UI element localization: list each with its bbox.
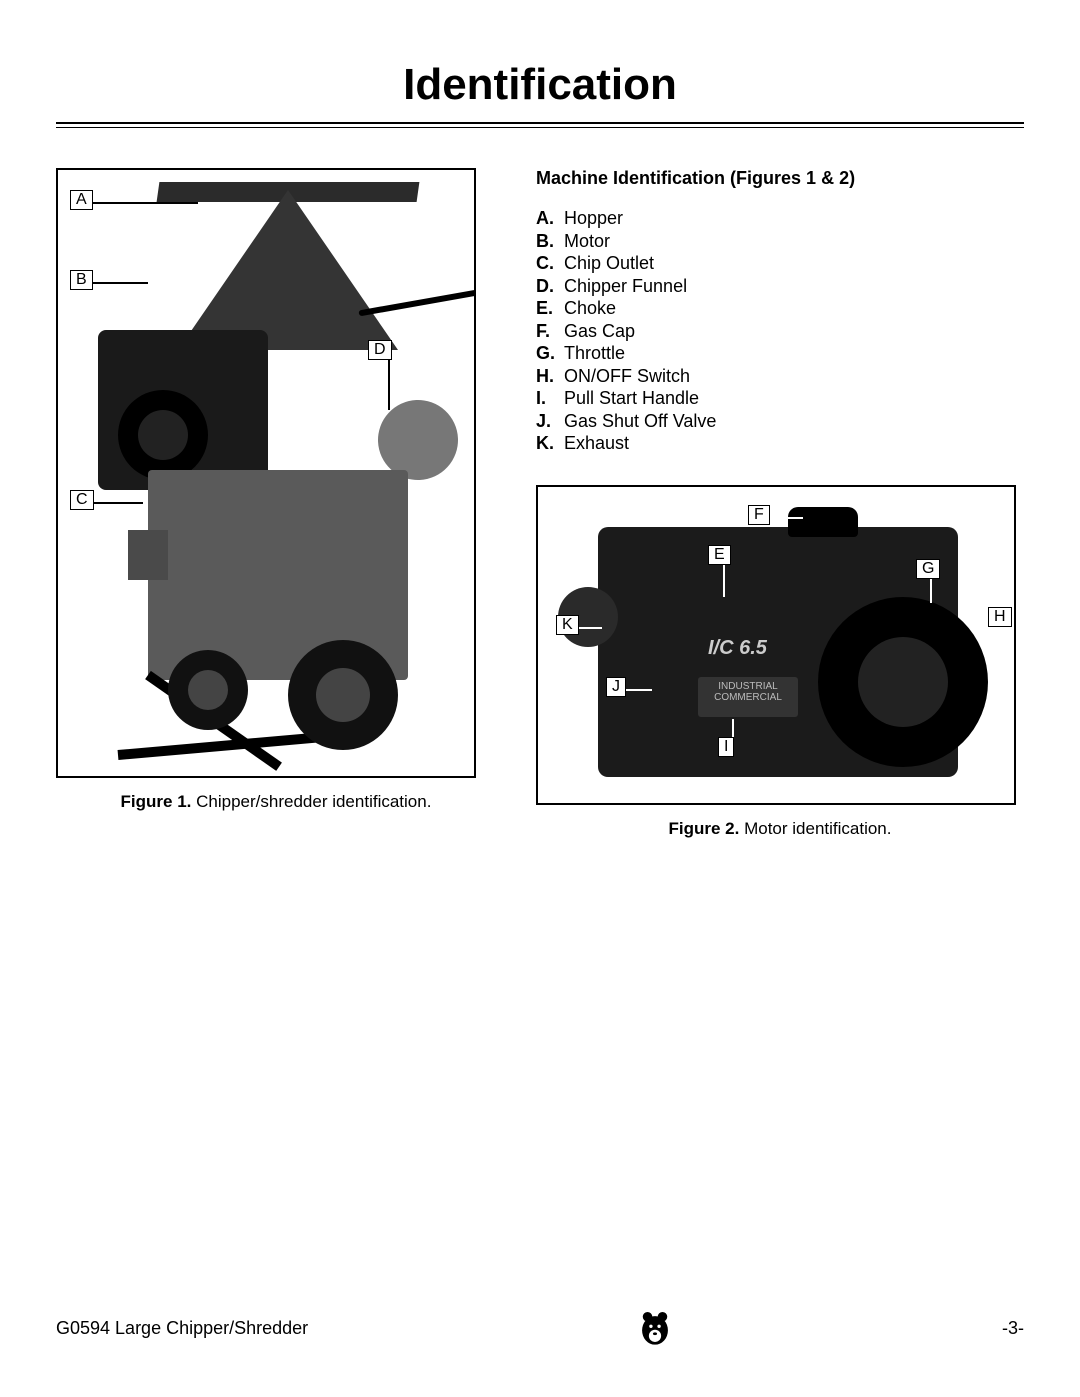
figure-2-caption-bold: Figure 2. <box>669 819 740 838</box>
fig2-leader-j <box>622 689 652 691</box>
fig2-gas-cap <box>788 507 858 537</box>
footer-left: G0594 Large Chipper/Shredder <box>56 1318 308 1339</box>
identification-item-text: Chip Outlet <box>564 252 654 275</box>
identification-item-letter: G. <box>536 342 564 365</box>
identification-item: K.Exhaust <box>536 432 1024 455</box>
identification-item-letter: K. <box>536 432 564 455</box>
identification-item-letter: I. <box>536 387 564 410</box>
legend-heading: Machine Identification (Figures 1 & 2) <box>536 168 1024 189</box>
figure-1-caption: Figure 1. Chipper/shredder identificatio… <box>56 792 496 812</box>
footer-right: -3- <box>1002 1318 1024 1339</box>
fig2-leader-h <box>968 619 988 621</box>
identification-item-text: Pull Start Handle <box>564 387 699 410</box>
identification-item-text: Motor <box>564 230 610 253</box>
figure-1-box: A B C D <box>56 168 476 778</box>
fig1-leader-a <box>88 202 198 204</box>
identification-item-letter: F. <box>536 320 564 343</box>
bear-logo-icon <box>638 1309 672 1347</box>
identification-item-letter: J. <box>536 410 564 433</box>
identification-item: E.Choke <box>536 297 1024 320</box>
figure-1-caption-rest: Chipper/shredder identification. <box>191 792 431 811</box>
page-footer: G0594 Large Chipper/Shredder -3- <box>56 1309 1024 1347</box>
figure-1-caption-bold: Figure 1. <box>121 792 192 811</box>
figure-2-box: I/C 6.5 INDUSTRIALCOMMERCIAL F E G H K J… <box>536 485 1016 805</box>
identification-item-letter: D. <box>536 275 564 298</box>
fig1-hopper <box>178 190 398 350</box>
manual-page: Identification <box>0 0 1080 1397</box>
fig1-leader-d <box>388 360 390 410</box>
legend-heading-prefix: Machine Identification <box>536 168 725 188</box>
identification-item: D.Chipper Funnel <box>536 275 1024 298</box>
identification-item-text: Exhaust <box>564 432 629 455</box>
identification-item: C.Chip Outlet <box>536 252 1024 275</box>
right-column: Machine Identification (Figures 1 & 2) A… <box>536 168 1024 839</box>
identification-item: J.Gas Shut Off Valve <box>536 410 1024 433</box>
figure-2-caption-rest: Motor identification. <box>739 819 891 838</box>
fig1-label-a: A <box>70 190 93 210</box>
fig2-label-e: E <box>708 545 731 565</box>
page-title: Identification <box>56 60 1024 110</box>
fig2-label-g: G <box>916 559 940 579</box>
fig1-leg-base <box>118 733 318 760</box>
fig2-engine-badge: I/C 6.5 <box>708 637 767 660</box>
fig1-leader-b <box>88 282 148 284</box>
fig2-label-h: H <box>988 607 1012 627</box>
identification-item-letter: E. <box>536 297 564 320</box>
fig1-label-d: D <box>368 340 392 360</box>
identification-item: B.Motor <box>536 230 1024 253</box>
identification-item-text: Gas Cap <box>564 320 635 343</box>
title-rule <box>56 122 1024 128</box>
identification-item-text: Gas Shut Off Valve <box>564 410 716 433</box>
left-column: A B C D Figure 1. Chipper/shredder ident… <box>56 168 496 839</box>
identification-item-text: Chipper Funnel <box>564 275 687 298</box>
fig2-label-i: I <box>718 737 734 757</box>
identification-item-letter: A. <box>536 207 564 230</box>
fig2-label-f: F <box>748 505 770 525</box>
identification-item-text: Throttle <box>564 342 625 365</box>
content-columns: A B C D Figure 1. Chipper/shredder ident… <box>56 168 1024 839</box>
fig1-label-b: B <box>70 270 93 290</box>
fig2-engine-plate: INDUSTRIALCOMMERCIAL <box>698 677 798 717</box>
identification-item-letter: B. <box>536 230 564 253</box>
identification-item: H.ON/OFF Switch <box>536 365 1024 388</box>
identification-list: A.HopperB.MotorC.Chip OutletD.Chipper Fu… <box>536 207 1024 455</box>
identification-item: I.Pull Start Handle <box>536 387 1024 410</box>
fig2-leader-i <box>732 719 734 739</box>
identification-item: A.Hopper <box>536 207 1024 230</box>
identification-item-letter: C. <box>536 252 564 275</box>
identification-item-text: Choke <box>564 297 616 320</box>
fig2-pull-start <box>818 597 988 767</box>
fig1-wheel-rear <box>168 650 248 730</box>
fig1-chip-outlet <box>128 530 168 580</box>
identification-item: F.Gas Cap <box>536 320 1024 343</box>
legend-heading-suffix: (Figures 1 & 2) <box>730 168 855 188</box>
identification-item: G.Throttle <box>536 342 1024 365</box>
identification-item-text: Hopper <box>564 207 623 230</box>
figure-2-caption: Figure 2. Motor identification. <box>536 819 1024 839</box>
fig2-label-k: K <box>556 615 579 635</box>
fig1-label-c: C <box>70 490 94 510</box>
identification-item-text: ON/OFF Switch <box>564 365 690 388</box>
fig1-wheel-front <box>288 640 398 750</box>
fig1-motor-pull <box>118 390 208 480</box>
fig2-label-j: J <box>606 677 626 697</box>
fig1-leader-c <box>88 502 143 504</box>
identification-item-letter: H. <box>536 365 564 388</box>
